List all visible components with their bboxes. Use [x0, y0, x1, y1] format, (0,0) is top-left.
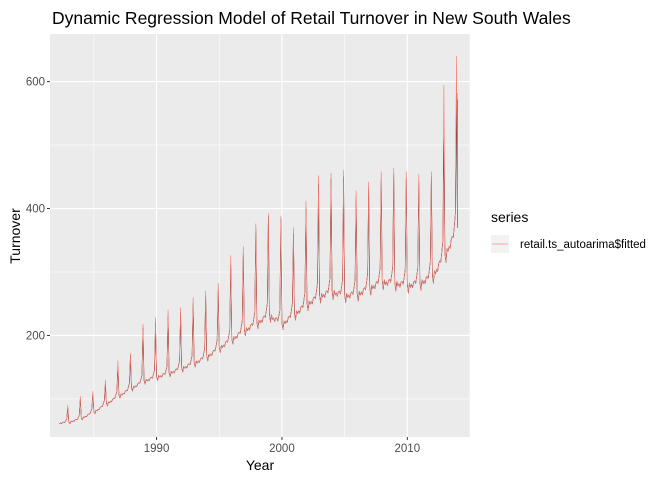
legend-title: series: [491, 209, 528, 225]
chart-title: Dynamic Regression Model of Retail Turno…: [52, 8, 571, 28]
x-tick-label: 1990: [144, 443, 170, 455]
y-tick-label: 400: [26, 204, 45, 216]
series-line-fitted: [59, 55, 458, 425]
minor-grid: [50, 34, 471, 437]
x-tick-label: 2000: [269, 443, 295, 455]
y-tick-label: 600: [26, 77, 45, 89]
x-axis: 1990 2000 2010: [144, 437, 420, 455]
y-axis-title: Turnover: [7, 208, 23, 264]
legend-label: retail.ts_autoarima$fitted: [520, 239, 646, 251]
plot-panel: [50, 34, 470, 437]
series-lines: [59, 55, 458, 425]
x-axis-title: Year: [246, 457, 275, 473]
y-tick-label: 200: [26, 330, 45, 342]
x-tick-label: 2010: [395, 443, 421, 455]
y-axis: 200 400 600: [26, 77, 50, 342]
legend: series retail.ts_autoarima$fitted: [491, 209, 646, 253]
major-grid: [50, 34, 470, 437]
